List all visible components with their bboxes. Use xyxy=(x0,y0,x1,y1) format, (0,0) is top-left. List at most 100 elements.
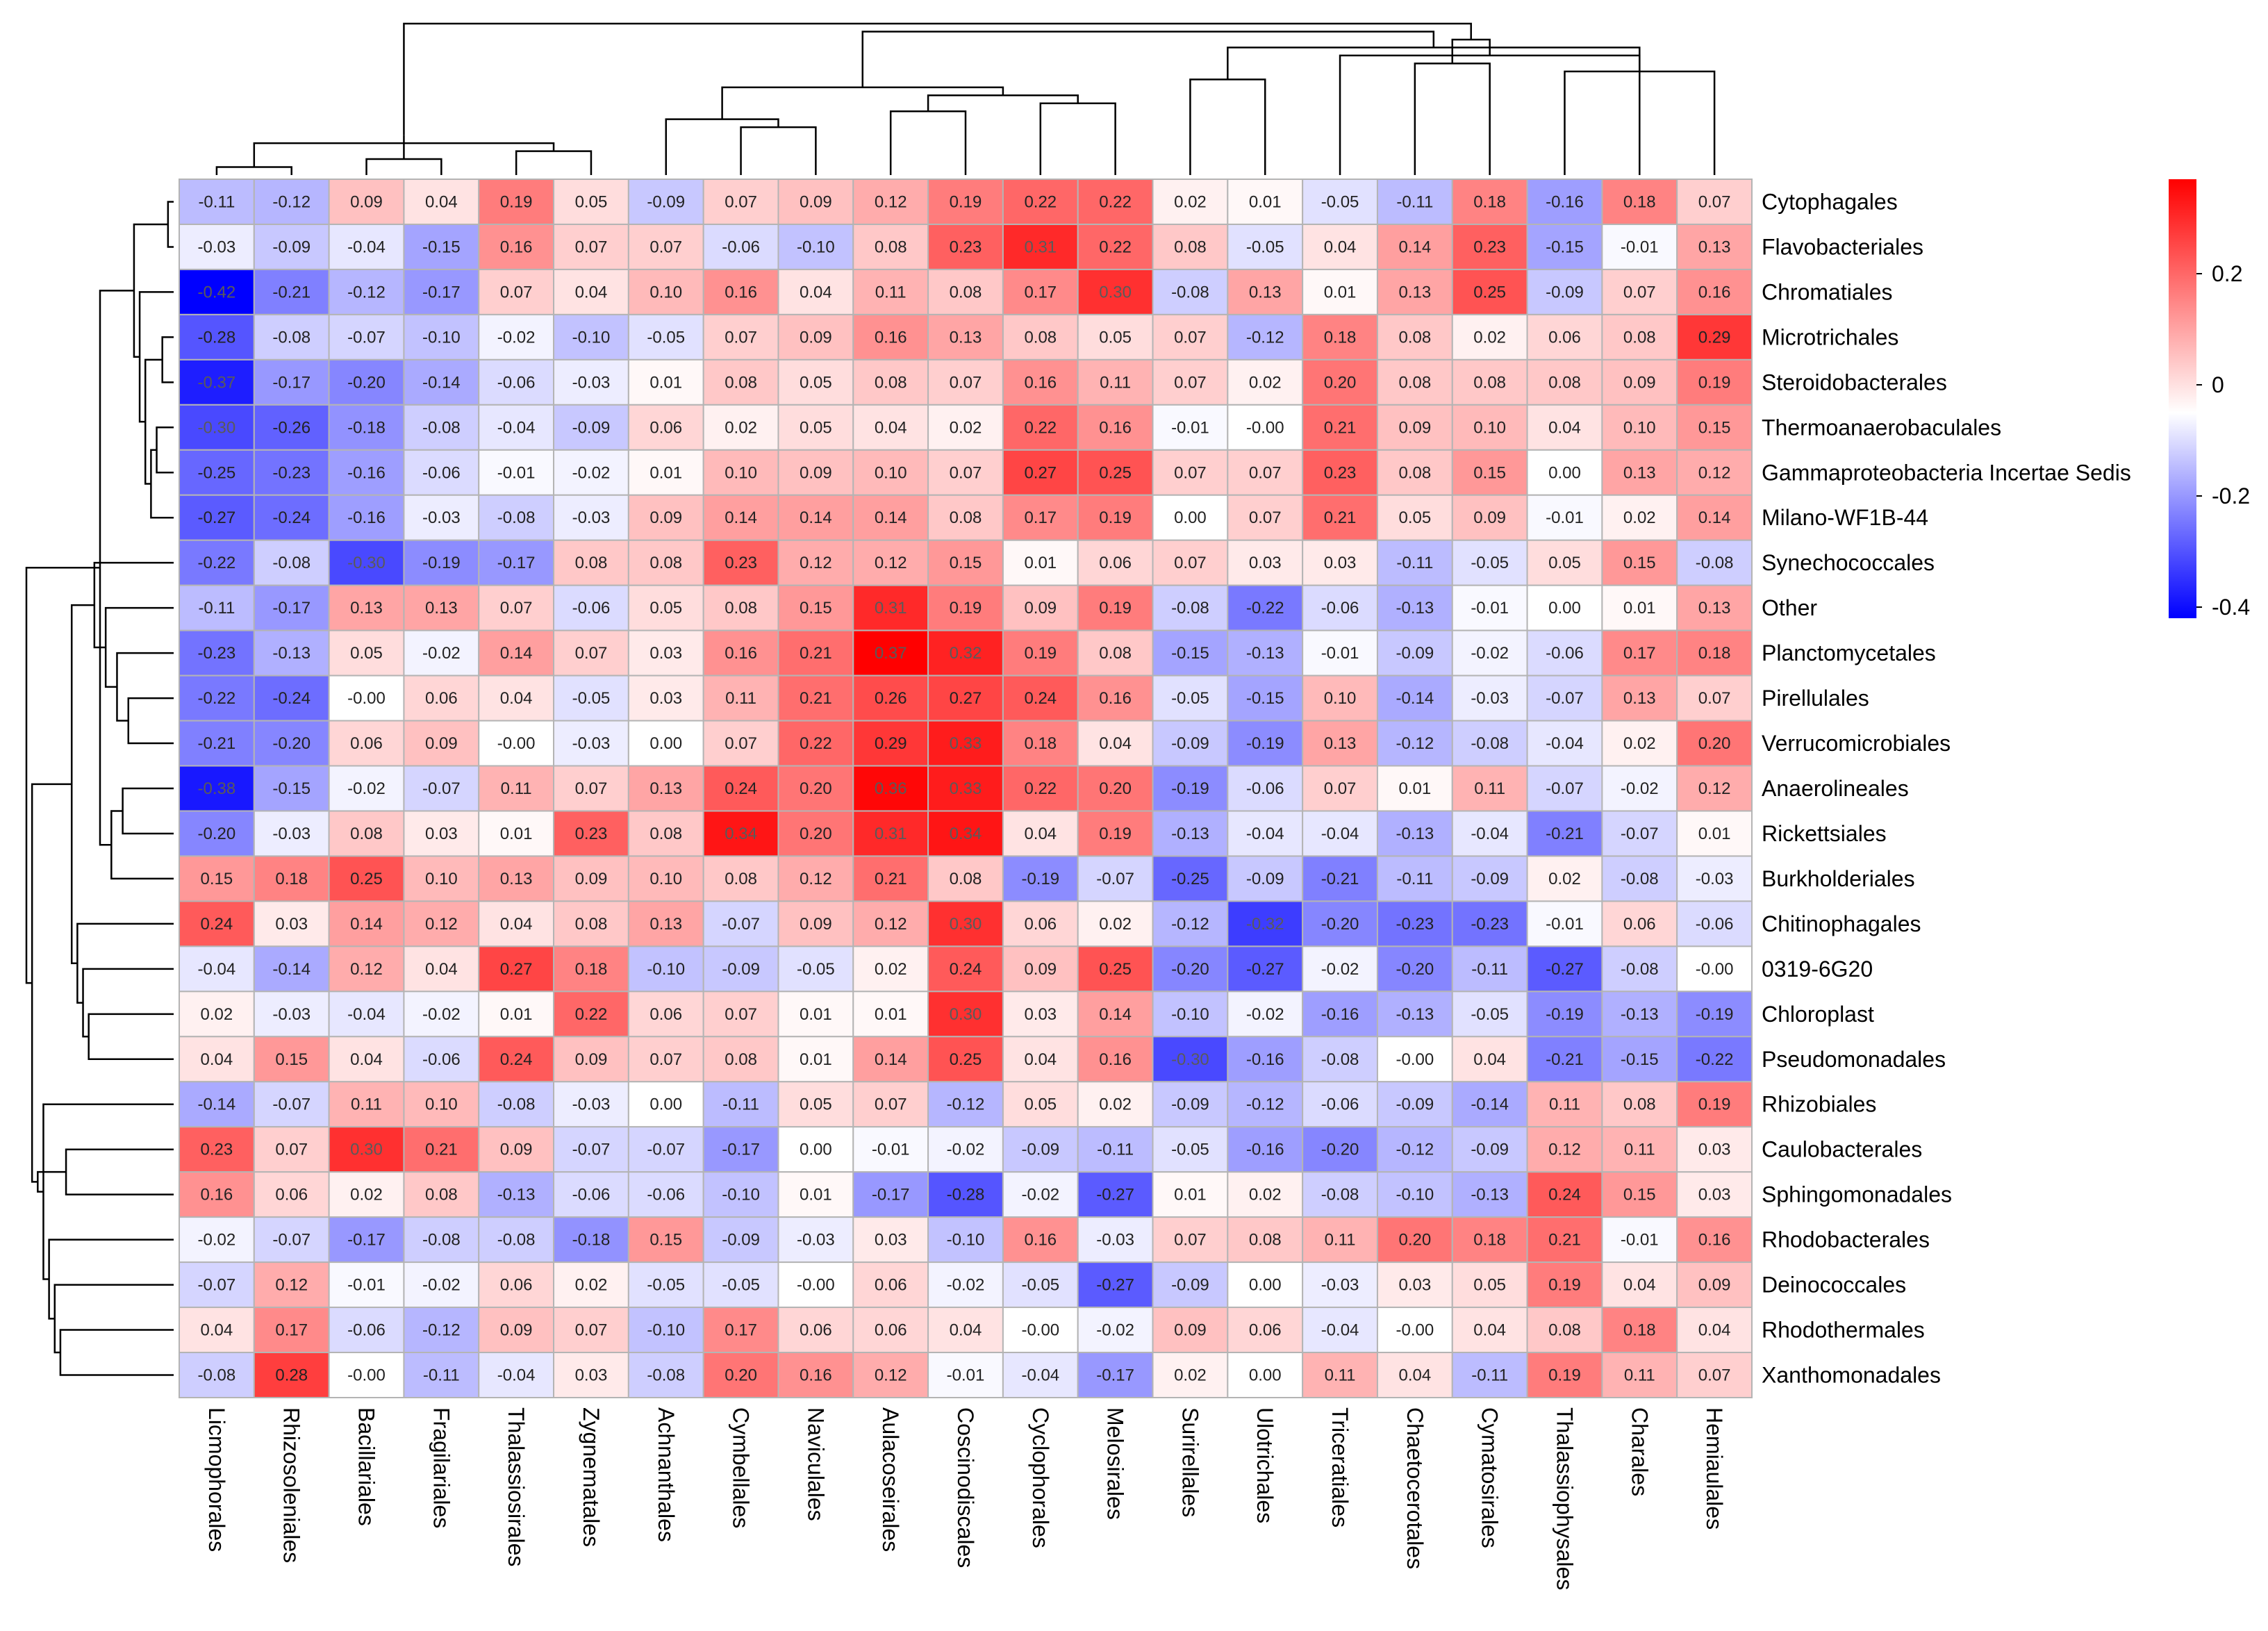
row-label: Rhizobiales xyxy=(1762,1092,1876,1117)
heatmap-cell xyxy=(1152,404,1229,451)
heatmap-cell xyxy=(1601,179,1678,225)
cell-value-label: 0.01 xyxy=(1024,554,1057,572)
heatmap-cell xyxy=(627,629,704,677)
heatmap-cell xyxy=(403,449,480,496)
column-label: Surirellales xyxy=(1177,1407,1202,1517)
heatmap-cell xyxy=(627,313,704,361)
cell-value-label: 0.08 xyxy=(1249,1231,1282,1250)
cell-value-label: -0.00 xyxy=(1396,1050,1434,1069)
cell-value-label: 0.14 xyxy=(1698,508,1731,527)
cell-value-label: -0.08 xyxy=(1171,283,1209,301)
heatmap-cell xyxy=(1077,674,1154,722)
heatmap-cell xyxy=(1077,1307,1154,1354)
heatmap-cell xyxy=(927,991,1004,1038)
cell-value-label: 0.04 xyxy=(201,1050,233,1069)
cell-value-label: -0.02 xyxy=(1471,644,1509,663)
cell-value-label: -0.05 xyxy=(572,689,611,708)
cell-value-label: -0.24 xyxy=(272,689,311,708)
heatmap-cell xyxy=(702,1307,779,1354)
heatmap-cell xyxy=(927,855,1004,902)
heatmap-cell xyxy=(1526,1352,1603,1398)
cell-value-label: -0.07 xyxy=(572,1141,611,1159)
heatmap-cell xyxy=(627,494,704,541)
heatmap-cell xyxy=(403,1081,480,1128)
cell-value-label: 0.09 xyxy=(575,870,608,888)
cell-value-label: 0.01 xyxy=(800,1186,832,1204)
cell-value-label: -0.02 xyxy=(572,463,611,482)
cell-value-label: -0.08 xyxy=(422,1231,461,1250)
cell-value-label: -0.05 xyxy=(1321,192,1359,211)
heatmap-cell xyxy=(927,1307,1004,1354)
row-label: Caulobacterales xyxy=(1762,1137,1922,1162)
heatmap-cell xyxy=(627,1352,704,1398)
row-label: Planctomycetales xyxy=(1762,640,1936,665)
heatmap-cell xyxy=(777,855,854,902)
cell-value-label: 0.08 xyxy=(1548,373,1581,392)
heatmap-cell xyxy=(927,1216,1004,1264)
cell-value-label: -0.20 xyxy=(272,734,311,753)
cell-value-label: 0.19 xyxy=(1548,1366,1581,1385)
cell-value-label: -0.25 xyxy=(1171,870,1209,888)
cell-value-label: 0.03 xyxy=(1324,554,1357,572)
cell-value-label: -0.02 xyxy=(1621,779,1659,798)
cell-value-label: 0.12 xyxy=(350,960,383,979)
cell-value-label: -0.37 xyxy=(198,373,236,392)
heatmap-cell xyxy=(1376,494,1453,541)
heatmap-cell xyxy=(1526,855,1603,902)
cell-value-label: -0.02 xyxy=(947,1276,985,1295)
dendrogram-branch xyxy=(104,606,174,688)
cell-value-label: 0.18 xyxy=(1698,644,1731,663)
heatmap-cell xyxy=(253,494,330,541)
legend-tick-label: 0 xyxy=(2212,372,2224,397)
cell-value-label: 0.18 xyxy=(1324,328,1357,347)
cell-value-label: -0.10 xyxy=(1171,1005,1209,1024)
column-label: Melosirales xyxy=(1103,1407,1128,1520)
cell-value-label: -0.00 xyxy=(1696,960,1734,979)
cell-value-label: -0.17 xyxy=(272,599,311,618)
heatmap-cell xyxy=(253,1171,330,1218)
cell-value-label: -0.38 xyxy=(198,779,236,798)
cell-value-label: -0.14 xyxy=(198,1095,236,1114)
cell-value-label: -0.28 xyxy=(947,1186,985,1204)
heatmap-cell xyxy=(1601,1126,1678,1173)
cell-value-label: 0.07 xyxy=(275,1141,308,1159)
cell-value-label: 0.02 xyxy=(875,960,907,979)
cell-value-label: -0.09 xyxy=(1171,1095,1209,1114)
heatmap-cell xyxy=(553,674,629,722)
cell-value-label: 0.30 xyxy=(950,915,982,934)
cell-value-label: -0.23 xyxy=(1471,915,1509,934)
cell-value-label: -0.07 xyxy=(198,1276,236,1295)
heatmap-cell xyxy=(553,494,629,541)
heatmap-cell xyxy=(702,1126,779,1173)
cell-value-label: 0.04 xyxy=(500,689,533,708)
heatmap-cell xyxy=(1302,765,1378,812)
cell-value-label: -0.05 xyxy=(647,1276,685,1295)
heatmap-cell xyxy=(777,1352,854,1398)
heatmap-cell xyxy=(1077,404,1154,451)
cell-value-label: -0.01 xyxy=(1546,915,1584,934)
column-label: Achnanthales xyxy=(654,1407,679,1542)
cell-value-label: -0.08 xyxy=(422,418,461,437)
cell-value-label: 0.01 xyxy=(800,1005,832,1024)
dendrogram-branch xyxy=(25,567,100,984)
cell-value-label: 0.02 xyxy=(1249,1186,1282,1204)
cell-value-label: -0.17 xyxy=(272,373,311,392)
heatmap-cell xyxy=(403,720,480,767)
cell-value-label: 0.12 xyxy=(875,554,907,572)
heatmap-cell xyxy=(1676,404,1753,451)
heatmap-cell xyxy=(1152,991,1229,1038)
heatmap-cell xyxy=(1077,494,1154,541)
cell-value-label: -0.28 xyxy=(198,328,236,347)
cell-value-label: -0.02 xyxy=(198,1231,236,1250)
heatmap-cell xyxy=(852,449,929,496)
heatmap-cell xyxy=(1227,179,1304,225)
column-label: Zygnematales xyxy=(579,1407,604,1547)
cell-value-label: 0.12 xyxy=(1548,1141,1581,1159)
cell-value-label: 0.20 xyxy=(725,1366,757,1385)
heatmap-cell xyxy=(1227,1352,1304,1398)
cell-value-label: 0.17 xyxy=(725,1321,757,1340)
cell-value-label: 0.15 xyxy=(1623,1186,1656,1204)
cell-value-label: 0.10 xyxy=(425,870,458,888)
dendrogram-branch xyxy=(721,86,1004,119)
heatmap-cell xyxy=(1077,1216,1154,1264)
